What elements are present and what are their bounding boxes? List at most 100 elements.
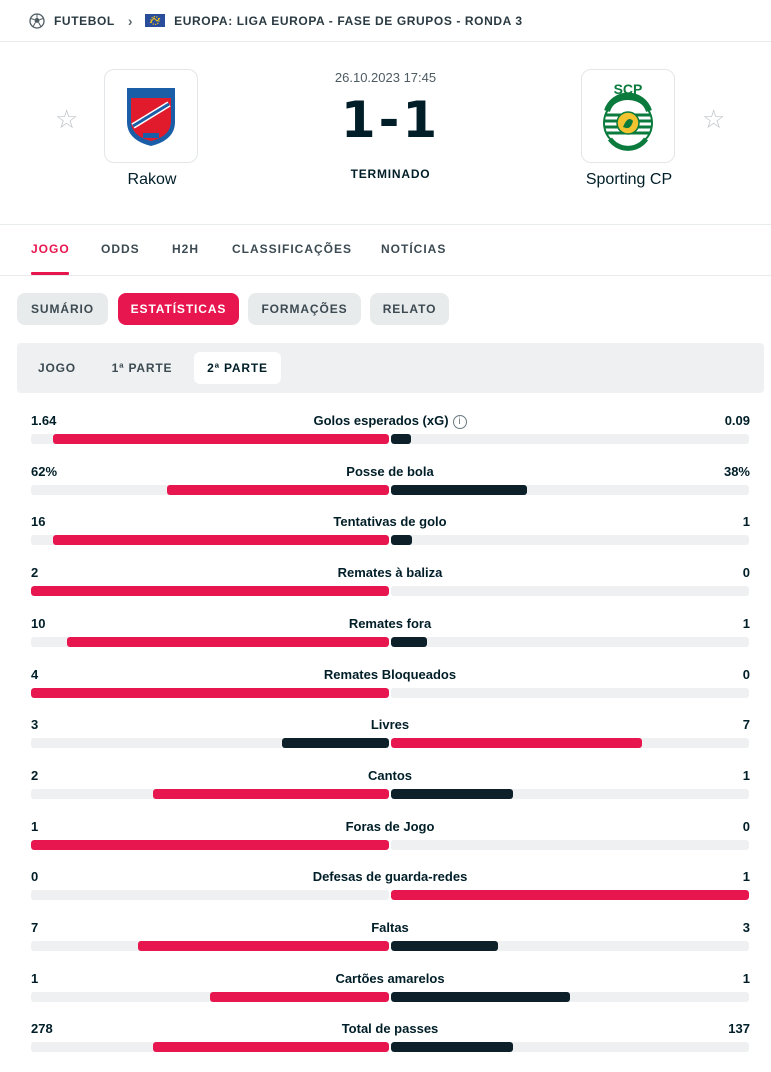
stat-home-bar (167, 484, 389, 495)
stat-home-value: 16 (31, 514, 46, 530)
stat-row: 1 Foras de Jogo 0 (0, 819, 771, 869)
stat-label-wrap: Tentativas de golo (0, 514, 771, 529)
period-tab-2a-parte[interactable]: 2ª PARTE (194, 352, 281, 384)
stat-home-value: 1 (31, 970, 39, 986)
stat-away-value: 0 (742, 565, 750, 581)
period-tab-1a-parte[interactable]: 1ª PARTE (111, 361, 173, 375)
stat-home-bar-track (31, 839, 389, 850)
stat-home-value: 278 (31, 1021, 53, 1037)
chevron-right-icon: › (127, 12, 134, 29)
stat-label-wrap: Posse de bola (0, 464, 771, 479)
soccer-ball-icon (29, 12, 45, 29)
stat-label: Posse de bola (346, 463, 434, 479)
tab-classificacoes[interactable]: CLASSIFICAÇÕES (232, 242, 353, 256)
stat-row: 3 Livres 7 (0, 717, 771, 767)
stat-away-bar (391, 434, 411, 444)
breadcrumb-sport-link[interactable]: FUTEBOL (54, 13, 115, 28)
stat-label: Foras de Jogo (345, 818, 435, 834)
tab-h2h[interactable]: H2H (172, 242, 200, 256)
stat-label: Livres (370, 717, 410, 733)
stat-away-bar-track (391, 586, 749, 597)
home-team-logo[interactable] (104, 69, 198, 163)
stat-away-bar-track (391, 788, 749, 799)
match-score: 1-1 (340, 91, 441, 149)
active-tab-indicator (31, 272, 69, 275)
stat-away-bar-track (391, 687, 749, 698)
stat-home-value: 3 (31, 717, 39, 733)
stat-home-value: 62% (31, 463, 58, 479)
stat-away-bar-track (391, 484, 749, 495)
stat-label-wrap: Defesas de guarda-redes (0, 869, 771, 884)
info-icon[interactable]: i (452, 415, 467, 429)
stat-home-bar-track (31, 941, 389, 951)
stat-home-bar-track (31, 687, 389, 698)
stat-away-bar-track (391, 839, 749, 850)
stat-away-value: 3 (742, 920, 750, 935)
stat-away-value: 0.09 (724, 413, 750, 428)
main-tabs: JOGO ODDS H2H CLASSIFICAÇÕES NOTÍCIAS (0, 225, 771, 276)
away-team-name[interactable]: Sporting CP (585, 171, 673, 188)
stat-row: 2 Cantos 1 (0, 768, 771, 818)
stat-home-value: 2 (31, 565, 39, 581)
tab-odds[interactable]: ODDS (101, 242, 140, 256)
away-team-logo[interactable]: SCP (581, 69, 675, 163)
stat-home-bar-track (31, 788, 389, 799)
stat-label-wrap: Remates Bloqueados (0, 667, 771, 682)
stat-home-value: 0 (31, 869, 39, 885)
sporting-crest-icon: SCP (603, 81, 653, 151)
stat-label: Total de passes (341, 1021, 439, 1037)
favorite-home-star-icon[interactable]: ☆ (55, 104, 79, 134)
stat-home-bar-track (31, 434, 389, 444)
rakow-crest-icon (127, 88, 175, 146)
subtab-formacoes[interactable]: FORMAÇÕES (248, 293, 361, 325)
subtab-relato[interactable]: RELATO (370, 293, 449, 325)
stat-label: Golos esperados (xG) (313, 413, 449, 428)
period-tab-jogo[interactable]: JOGO (38, 361, 76, 375)
stat-row: 62% Posse de bola 38% (0, 464, 771, 514)
stat-home-bar (153, 1042, 389, 1053)
stat-home-value: 1.64 (31, 413, 57, 428)
stat-away-bar-track (391, 991, 749, 1002)
stat-home-bar-track (31, 738, 389, 749)
stat-label: Remates fora (348, 615, 432, 631)
tab-jogo[interactable]: JOGO (31, 242, 70, 256)
svg-text:SCP: SCP (614, 81, 643, 97)
tab-noticias[interactable]: NOTÍCIAS (381, 242, 447, 256)
period-tabs: JOGO 1ª PARTE 2ª PARTE (17, 343, 764, 393)
stat-away-value: 1 (742, 767, 750, 783)
stat-away-value: 0 (742, 666, 750, 682)
home-team-name[interactable]: Rakow (127, 171, 177, 188)
stat-home-bar (31, 586, 389, 597)
stat-label: Remates Bloqueados (323, 666, 457, 682)
stat-row: 4 Remates Bloqueados 0 (0, 667, 771, 717)
stat-away-bar (391, 484, 527, 495)
stat-label: Cantos (367, 767, 413, 783)
stat-home-bar-track (31, 890, 389, 901)
stat-away-bar-track (391, 1042, 749, 1053)
match-header: ☆ Rakow 26.10.2023 17:45 1-1 TERMINADO S… (0, 42, 771, 225)
stat-home-bar-track (31, 535, 389, 546)
stat-label-wrap: Faltas (0, 920, 771, 935)
stat-home-bar (210, 991, 389, 1002)
breadcrumb-competition-link[interactable]: EUROPA: LIGA EUROPA - FASE DE GRUPOS - R… (174, 13, 523, 28)
stat-label: Defesas de guarda-redes (312, 869, 468, 885)
stat-label-wrap: Cartões amarelos (0, 971, 771, 986)
stat-away-bar (391, 941, 498, 951)
favorite-away-star-icon[interactable]: ☆ (702, 104, 726, 134)
stat-home-bar (153, 788, 389, 799)
subtab-estatisticas[interactable]: ESTATÍSTICAS (118, 293, 239, 325)
match-datetime: 26.10.2023 17:45 (334, 70, 437, 85)
subtab-sumario[interactable]: SUMÁRIO (17, 293, 108, 325)
stat-away-bar (391, 1042, 513, 1053)
stat-home-bar-track (31, 1042, 389, 1053)
stat-row: 1 Cartões amarelos 1 (0, 971, 771, 1021)
stat-label-wrap: Remates à baliza (0, 565, 771, 580)
europe-flag-icon (145, 14, 166, 27)
stat-home-bar (282, 738, 389, 749)
breadcrumb: FUTEBOL › EUROPA: LIGA EUROPA - FASE DE … (0, 0, 771, 42)
stat-home-bar-track (31, 636, 389, 647)
stat-away-value: 137 (728, 1021, 750, 1037)
stat-away-bar (391, 535, 412, 546)
stat-row: 0 Defesas de guarda-redes 1 (0, 869, 771, 919)
stat-label-wrap: Livres (0, 717, 771, 732)
